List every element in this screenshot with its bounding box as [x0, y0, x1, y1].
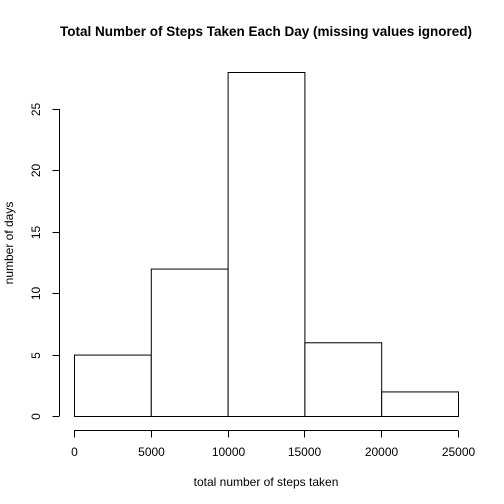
chart-title: Total Number of Steps Taken Each Day (mi… [60, 24, 472, 39]
x-axis-label: total number of steps taken [194, 475, 339, 489]
histogram-bar-0 [74, 354, 152, 418]
y-tick-label-5: 25 [29, 103, 43, 117]
y-tick-label-3: 15 [29, 226, 43, 240]
x-tick-label-1: 5000 [138, 445, 165, 459]
histogram-bar-2 [227, 72, 306, 417]
x-tick-label-3: 15000 [288, 445, 322, 459]
x-tick-label-5: 25000 [442, 445, 476, 459]
y-tick-label-2: 10 [29, 287, 43, 301]
x-tick-label-0: 0 [71, 445, 78, 459]
x-tick-label-4: 20000 [365, 445, 399, 459]
y-tick-label-0: 0 [29, 413, 43, 420]
y-tick-label-1: 5 [29, 352, 43, 359]
x-axis: 0 5000 10000 15000 20000 25000 [71, 430, 476, 459]
y-axis: 0 5 10 15 20 25 [29, 103, 60, 420]
histogram-bar-4 [381, 391, 460, 417]
y-tick-label-4: 20 [29, 164, 43, 178]
histogram-bar-1 [150, 268, 229, 418]
histogram-bar-3 [304, 342, 383, 417]
y-axis-label: number of days [2, 202, 16, 285]
bars-group [74, 72, 460, 418]
x-tick-label-2: 10000 [212, 445, 246, 459]
